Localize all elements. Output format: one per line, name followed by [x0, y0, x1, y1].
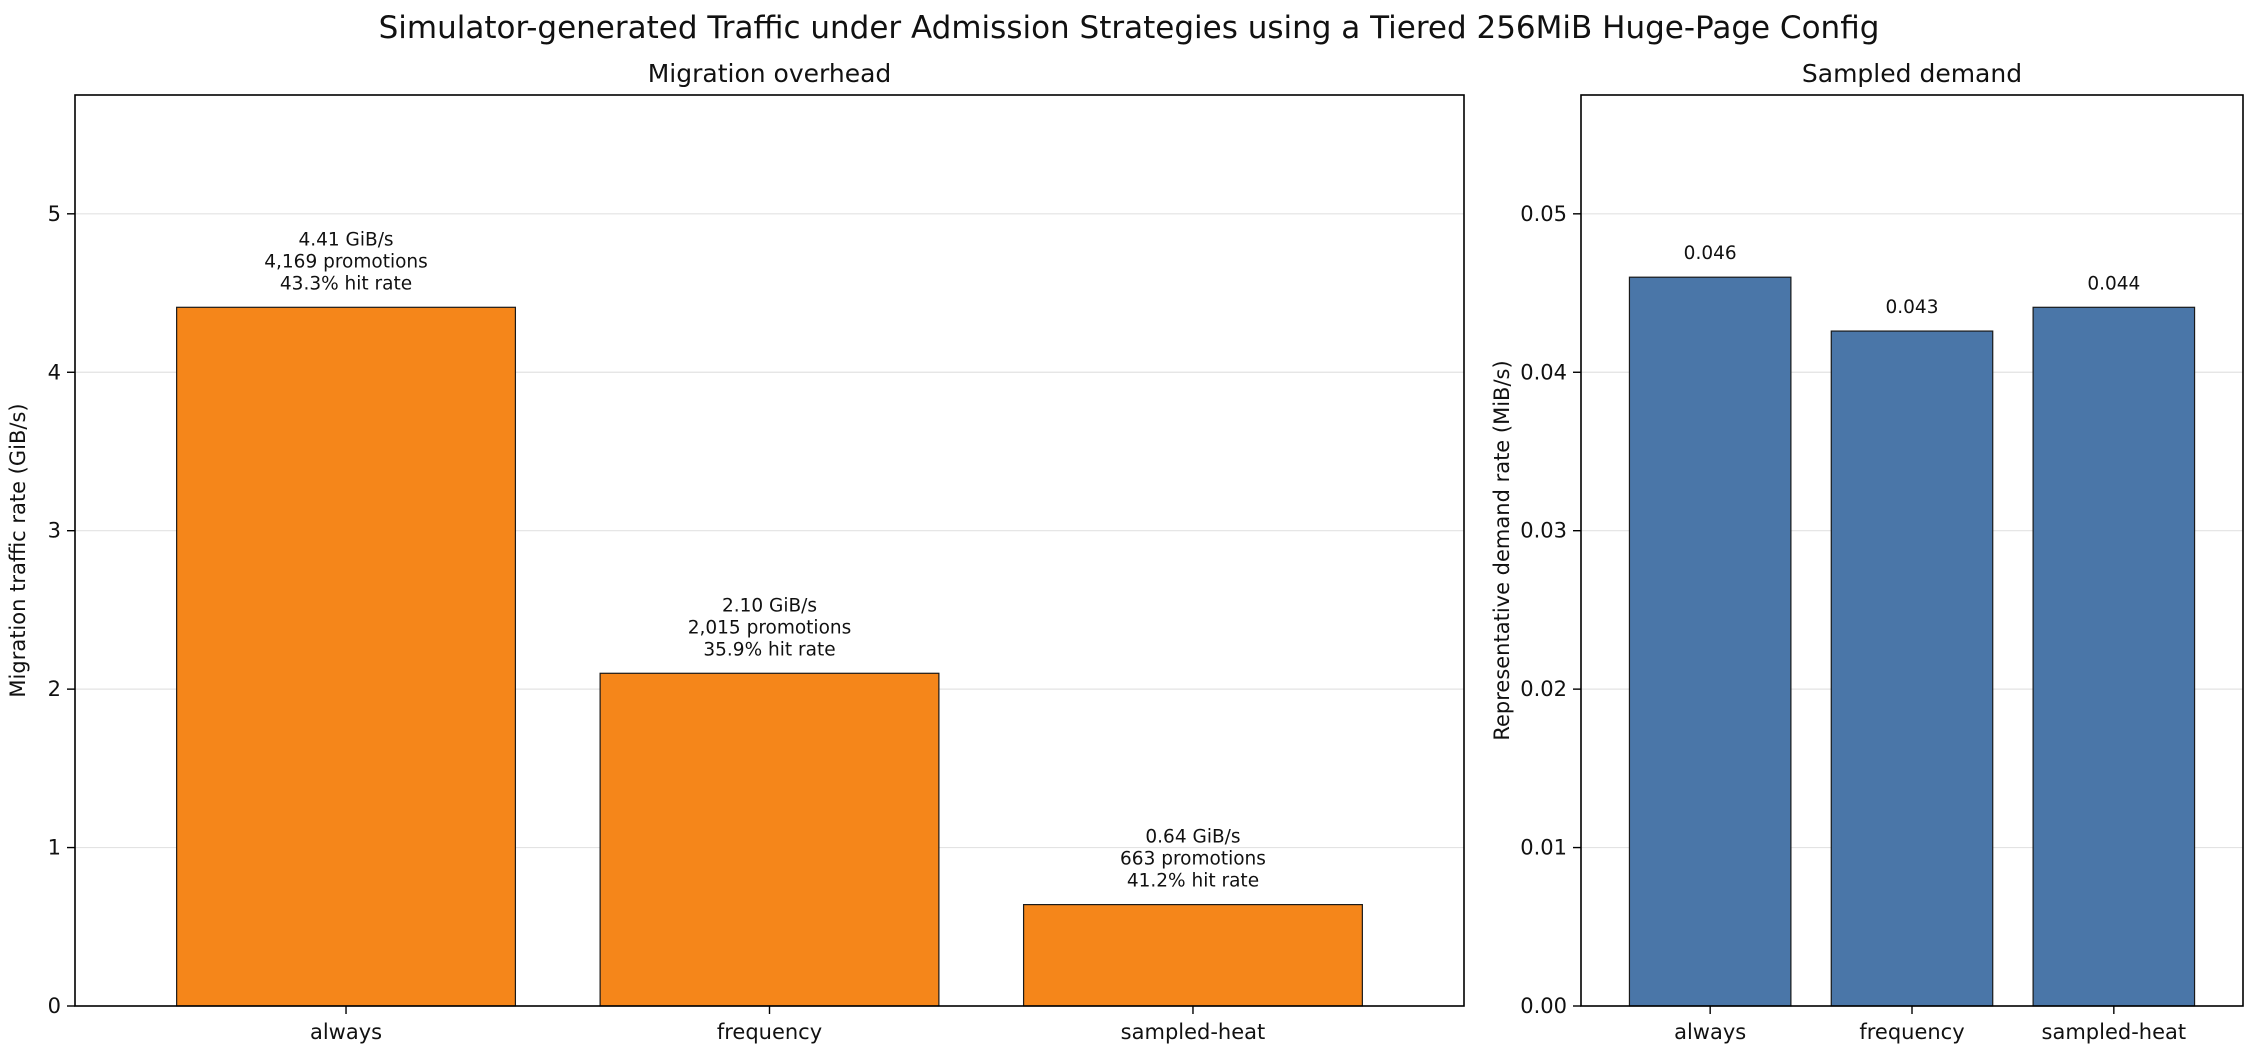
demand-data-label: 0.043 [1886, 297, 1939, 318]
demand-ytick-label: 0.02 [1520, 677, 1567, 701]
demand-data-label: 0.044 [2087, 273, 2140, 294]
demand-chart: 0.046 0.043 0.044 0.00 0.01 0.02 0.03 0.04 0.05 a… [1490, 59, 2244, 1044]
overhead-ytick-label: 2 [48, 677, 61, 701]
demand-ytick-label: 0.05 [1520, 202, 1567, 226]
demand-title: Sampled demand [1802, 59, 2022, 88]
overhead-ytick-label: 5 [48, 202, 61, 226]
demand-ytick-label: 0.01 [1520, 836, 1567, 860]
demand-bar-frequency [1830, 330, 1994, 1007]
demand-ytick-label: 0.04 [1520, 360, 1567, 384]
demand-xtick-label: frequency [1859, 1020, 1964, 1044]
overhead-ytick-label: 1 [48, 836, 61, 860]
demand-bar-always [1628, 276, 1792, 1007]
demand-bar-sampled-heat [2032, 306, 2196, 1007]
overhead-data-label: 35.9% hit rate [703, 639, 835, 660]
overhead-bar-always [176, 306, 517, 1007]
overhead-data-label: 2.10 GiB/s [722, 595, 817, 616]
overhead-data-label: 43.3% hit rate [280, 273, 412, 294]
overhead-data-label: 2,015 promotions [688, 617, 852, 638]
figure-title: Simulator-generated Traffic under Admiss… [378, 10, 1880, 46]
overhead-data-label: 663 promotions [1120, 849, 1266, 870]
demand-xtick-label: sampled-heat [2042, 1020, 2187, 1044]
demand-ytick-label: 0.00 [1520, 994, 1567, 1018]
overhead-ytick-label: 0 [48, 994, 61, 1018]
demand-ytick-label: 0.03 [1520, 519, 1567, 543]
overhead-xtick-label: sampled-heat [1121, 1020, 1266, 1044]
overhead-ytick-label: 3 [48, 519, 61, 543]
overhead-ylabel: Migration traffic rate (GiB/s) [6, 403, 30, 697]
demand-ylabel: Representative demand rate (MiB/s) [1490, 360, 1514, 740]
overhead-data-label: 41.2% hit rate [1127, 871, 1259, 892]
overhead-data-label: 4.41 GiB/s [298, 229, 393, 250]
overhead-data-label: 0.64 GiB/s [1145, 827, 1240, 848]
overhead-xtick-label: always [310, 1020, 382, 1044]
overhead-title: Migration overhead [648, 59, 892, 88]
overhead-bar-frequency [599, 672, 940, 1007]
demand-data-label: 0.046 [1684, 243, 1737, 264]
overhead-bar-sampled-heat [1022, 904, 1363, 1007]
overhead-xtick-label: frequency [717, 1020, 822, 1044]
overhead-ytick-label: 4 [48, 360, 61, 384]
demand-xtick-label: always [1674, 1020, 1746, 1044]
overhead-data-label: 4,169 promotions [264, 251, 428, 272]
